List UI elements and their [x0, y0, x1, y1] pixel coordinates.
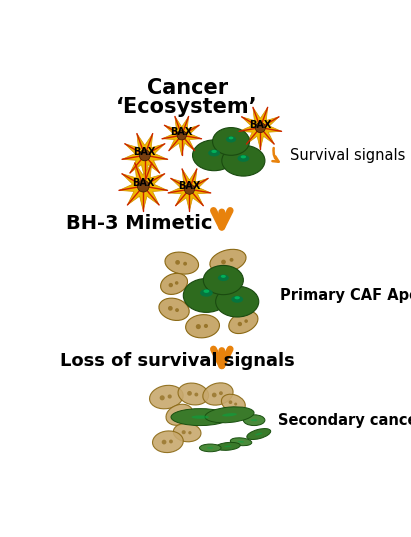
- Ellipse shape: [247, 429, 271, 439]
- Polygon shape: [168, 169, 211, 211]
- Circle shape: [139, 150, 150, 161]
- Ellipse shape: [150, 386, 183, 409]
- Text: Cancer: Cancer: [147, 78, 228, 98]
- Circle shape: [187, 391, 192, 396]
- Ellipse shape: [238, 155, 249, 162]
- Ellipse shape: [238, 441, 244, 442]
- Ellipse shape: [241, 155, 246, 158]
- Ellipse shape: [203, 265, 243, 295]
- Ellipse shape: [152, 431, 183, 453]
- Circle shape: [219, 391, 223, 395]
- Ellipse shape: [221, 275, 226, 278]
- Circle shape: [196, 324, 201, 329]
- Ellipse shape: [212, 128, 249, 155]
- Ellipse shape: [207, 447, 213, 449]
- Ellipse shape: [230, 438, 252, 446]
- Ellipse shape: [211, 150, 217, 153]
- Circle shape: [175, 260, 180, 265]
- Polygon shape: [122, 134, 168, 178]
- Ellipse shape: [229, 136, 233, 140]
- Circle shape: [175, 308, 179, 312]
- Circle shape: [185, 184, 194, 194]
- Circle shape: [245, 320, 248, 323]
- Circle shape: [137, 180, 149, 192]
- Ellipse shape: [178, 383, 209, 405]
- Text: BAX: BAX: [134, 147, 156, 157]
- Ellipse shape: [159, 298, 189, 321]
- Circle shape: [183, 262, 187, 266]
- Circle shape: [169, 439, 173, 444]
- Circle shape: [212, 393, 217, 397]
- Text: Survival signals: Survival signals: [290, 148, 405, 163]
- Ellipse shape: [173, 423, 201, 442]
- Ellipse shape: [251, 419, 257, 421]
- Ellipse shape: [192, 140, 236, 171]
- Circle shape: [159, 395, 165, 401]
- Ellipse shape: [186, 315, 219, 338]
- Circle shape: [169, 283, 173, 287]
- Ellipse shape: [200, 289, 213, 297]
- Polygon shape: [239, 107, 282, 149]
- Ellipse shape: [161, 273, 187, 294]
- Text: Primary CAF Apoptosis: Primary CAF Apoptosis: [280, 288, 411, 303]
- Text: BAX: BAX: [249, 120, 272, 129]
- Ellipse shape: [203, 289, 209, 293]
- Ellipse shape: [231, 296, 243, 303]
- Text: BH-3 Mimetic: BH-3 Mimetic: [66, 214, 213, 233]
- Text: BAX: BAX: [132, 178, 155, 188]
- Ellipse shape: [216, 286, 259, 317]
- Circle shape: [180, 412, 184, 416]
- Circle shape: [174, 414, 178, 418]
- Text: BAX: BAX: [178, 181, 201, 191]
- Polygon shape: [162, 117, 201, 155]
- Ellipse shape: [205, 407, 254, 423]
- Text: ‘Ecosystem’: ‘Ecosystem’: [116, 97, 258, 117]
- Ellipse shape: [222, 413, 237, 417]
- Ellipse shape: [229, 311, 258, 333]
- Circle shape: [162, 440, 166, 445]
- Circle shape: [229, 400, 232, 404]
- Ellipse shape: [243, 415, 265, 425]
- Ellipse shape: [210, 249, 246, 272]
- Circle shape: [188, 431, 192, 434]
- Ellipse shape: [218, 274, 229, 281]
- Circle shape: [255, 122, 266, 133]
- Text: Secondary cancer cell death: Secondary cancer cell death: [278, 412, 411, 427]
- Ellipse shape: [235, 296, 240, 299]
- Ellipse shape: [222, 146, 265, 176]
- Ellipse shape: [171, 409, 229, 425]
- Circle shape: [230, 258, 233, 262]
- Circle shape: [175, 281, 178, 285]
- Circle shape: [177, 130, 187, 140]
- Circle shape: [221, 259, 226, 264]
- Circle shape: [168, 394, 172, 398]
- Ellipse shape: [165, 252, 199, 274]
- Ellipse shape: [226, 136, 236, 142]
- Ellipse shape: [203, 383, 233, 405]
- Ellipse shape: [199, 444, 221, 452]
- Ellipse shape: [255, 433, 262, 436]
- Polygon shape: [119, 163, 168, 211]
- Circle shape: [234, 403, 237, 405]
- Ellipse shape: [166, 404, 193, 425]
- Ellipse shape: [192, 416, 209, 419]
- Circle shape: [238, 322, 242, 326]
- Ellipse shape: [222, 394, 245, 412]
- Ellipse shape: [183, 279, 229, 313]
- Circle shape: [182, 430, 186, 434]
- Text: Loss of survival signals: Loss of survival signals: [60, 352, 295, 370]
- Circle shape: [204, 324, 208, 328]
- Circle shape: [168, 306, 173, 311]
- Ellipse shape: [208, 149, 220, 156]
- Ellipse shape: [224, 446, 232, 447]
- Circle shape: [194, 393, 198, 396]
- Ellipse shape: [216, 442, 240, 451]
- Text: BAX: BAX: [171, 127, 193, 137]
